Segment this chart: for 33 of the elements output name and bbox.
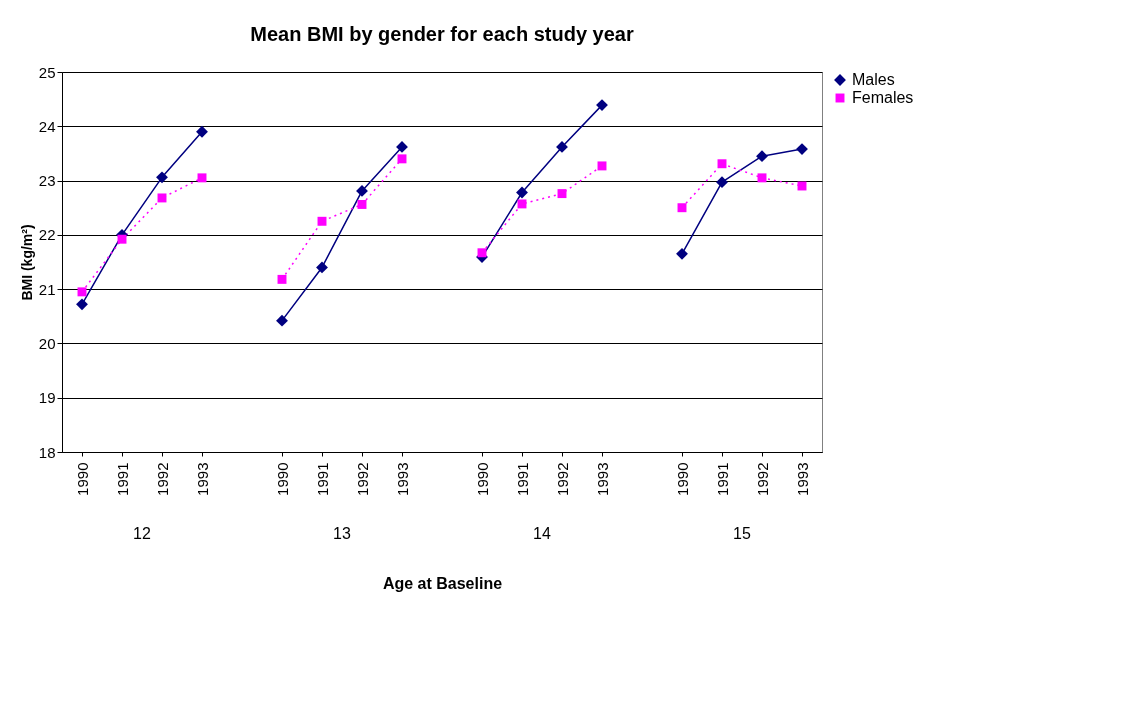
legend-label: Males [852,71,895,88]
text: 13 [333,525,351,542]
x-tick-label: 1993 [593,462,611,496]
y-tick-label: 19 [38,389,56,407]
x-tick-label: 1990 [673,462,691,496]
x-axis-title: Age at Baseline [382,574,503,592]
x-tick-label: 1991 [113,462,131,496]
y-tick-label: 25 [38,63,56,81]
chart-title: Mean BMI by gender for each study year [250,23,634,45]
x-tick-label: 1993 [193,462,211,496]
x-tick-label: 1991 [313,462,331,496]
text: 15 [733,525,751,542]
x-tick-label: 1991 [713,462,731,496]
x-tick-label: 1992 [353,462,371,496]
x-tick-label: 1992 [553,462,571,496]
x-tick-label: 1990 [273,462,291,496]
x-tick-label: 1992 [153,462,171,496]
y-tick-label: 20 [38,334,56,352]
y-tick-label: 21 [38,280,56,298]
y-axis-title: BMI (kg/m²) [18,224,35,301]
x-tick-label: 1990 [473,462,491,496]
text: 12 [133,525,151,542]
x-tick-label: 1992 [753,462,771,496]
y-tick-label: 23 [38,172,56,190]
text: 14 [533,525,551,542]
legend-label: Females [852,89,914,106]
x-tick-label: 1993 [393,462,411,496]
x-tick-label: 1993 [793,462,811,496]
y-tick-label: 22 [38,226,56,244]
x-tick-label: 1991 [513,462,531,496]
y-tick-label: 24 [38,117,56,135]
y-tick-label: 18 [38,443,56,461]
x-tick-label: 1990 [73,462,91,496]
